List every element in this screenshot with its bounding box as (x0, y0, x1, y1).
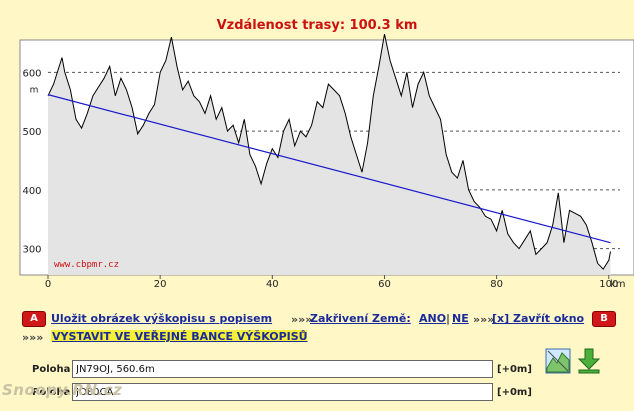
y-axis-unit: m (30, 85, 39, 95)
curvature-yes-link[interactable]: ANO (419, 312, 447, 325)
chart-annotation: www.cbpmr.cz (54, 260, 119, 270)
elevation-chart: 300 400 500 600 0 20 40 60 80 100 m km www.cbpmr.cz (19, 33, 634, 290)
chart-title: Vzdálenost trasy: 100.3 km (216, 18, 418, 33)
x-axis-unit: km (610, 279, 626, 290)
curvature-no-link[interactable]: NE (452, 312, 469, 325)
line-of-sight (47, 94, 611, 244)
position-a-input[interactable] (72, 360, 493, 378)
badge-b: B (592, 311, 616, 327)
publish-highlight (51, 330, 307, 342)
x-tick-label: 100 (599, 279, 618, 290)
arrows-3: »»» (22, 331, 44, 344)
elevation-area (48, 34, 611, 275)
position-a-delta: [+0m] (497, 364, 532, 375)
y-tick-label: 600 (22, 68, 41, 79)
curvature-label: Zakřivení Země: (310, 312, 411, 325)
download-arrow-icon[interactable] (576, 348, 602, 374)
y-tick-label: 500 (22, 127, 41, 138)
position-a-label: Poloha A: (32, 364, 86, 375)
profile-chart-icon[interactable] (545, 348, 571, 374)
watermark-logo: Snoopy.RN.cz (2, 381, 123, 399)
arrows-1: »»» (291, 313, 313, 326)
position-b-label: Poloha B: (32, 387, 86, 398)
close-window-link[interactable]: [x] Zavřít okno (492, 312, 585, 325)
separator: | (446, 312, 451, 325)
x-tick-label: 0 (45, 279, 51, 290)
x-tick-label: 40 (266, 279, 279, 290)
x-tick-label: 20 (154, 279, 167, 290)
x-tick-label: 80 (490, 279, 503, 290)
arrows-2: »»» (473, 313, 495, 326)
position-b-delta: [+0m] (497, 387, 532, 398)
save-image-link[interactable]: Uložit obrázek výškopisu s popisem (51, 312, 273, 325)
y-tick-label: 400 (22, 186, 41, 197)
elevation-line (47, 33, 611, 270)
publish-link[interactable]: VYSTAVIT VE VEŘEJNÉ BANCE VÝŠKOPISŮ (52, 330, 308, 343)
position-b-input[interactable] (72, 383, 493, 401)
y-tick-label: 300 (22, 245, 41, 256)
x-tick-label: 60 (378, 279, 391, 290)
badge-a: A (22, 311, 46, 327)
